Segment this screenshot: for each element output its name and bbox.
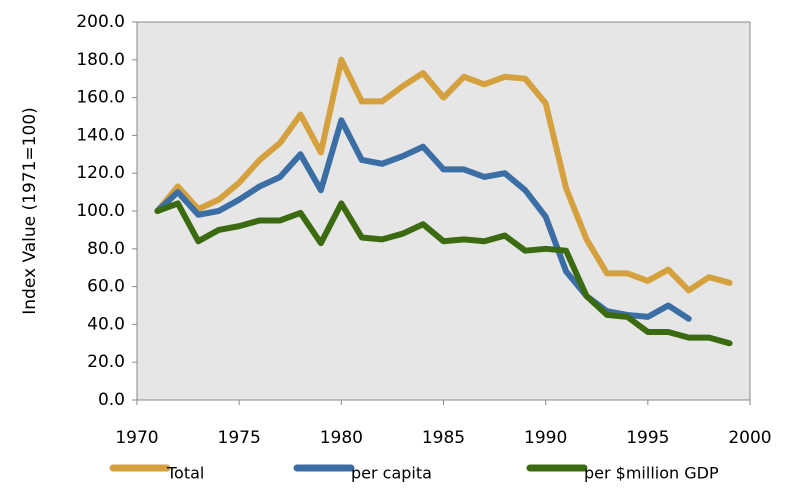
legend-label: per $million GDP xyxy=(584,464,719,483)
series-line xyxy=(154,200,733,347)
y-tick-label: 0.0 xyxy=(98,390,125,410)
y-tick-label: 100.0 xyxy=(76,201,125,221)
x-tick-label: 1975 xyxy=(218,428,261,448)
legend-label: Total xyxy=(166,464,204,483)
y-tick-label: 140.0 xyxy=(76,125,125,145)
x-tick-label: 1980 xyxy=(320,428,363,448)
y-tick-label: 20.0 xyxy=(87,352,125,372)
legend-label: per capita xyxy=(351,464,432,483)
x-tick-label: 1985 xyxy=(422,428,465,448)
y-tick-label: 200.0 xyxy=(76,12,125,32)
series-line xyxy=(154,56,733,294)
y-tick-label: 180.0 xyxy=(76,50,125,70)
y-tick-label: 120.0 xyxy=(76,163,125,183)
plot-area xyxy=(136,21,751,401)
y-tick-label: 160.0 xyxy=(76,88,125,108)
y-axis-label: Index Value (1971=100) xyxy=(20,107,40,315)
x-tick-label: 1995 xyxy=(626,428,669,448)
y-tick-label: 80.0 xyxy=(87,239,125,259)
y-tick-label: 40.0 xyxy=(87,314,125,334)
x-tick-label: 1970 xyxy=(115,428,158,448)
y-tick-label: 60.0 xyxy=(87,277,125,297)
x-tick-label: 1990 xyxy=(524,428,567,448)
x-tick-label: 2000 xyxy=(728,428,771,448)
